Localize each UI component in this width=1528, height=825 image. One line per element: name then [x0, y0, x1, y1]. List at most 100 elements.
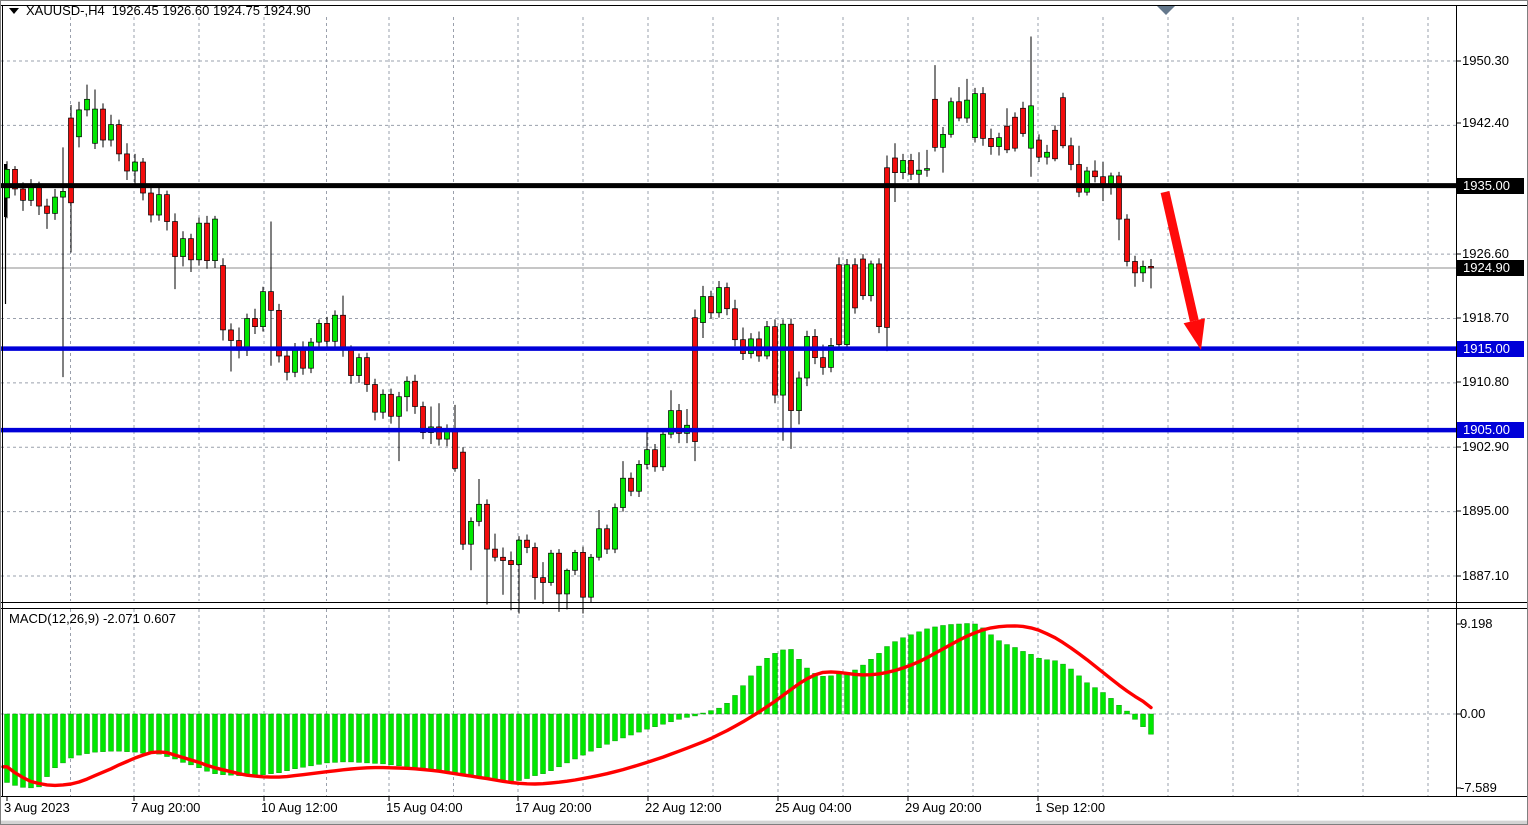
candle-bear [1116, 175, 1122, 220]
candle-bull [292, 347, 298, 373]
candle-bear [724, 287, 730, 310]
macd-histogram-bar [124, 713, 130, 752]
time-axis-label: 1 Sep 12:00 [1035, 800, 1106, 815]
price-tag-blue: 1915.00 [1457, 341, 1524, 357]
macd-histogram-bar [908, 634, 914, 715]
candle-bull [636, 464, 642, 492]
macd-histogram-bar [1092, 687, 1098, 715]
candle-bear [252, 318, 258, 327]
trend-arrow-head[interactable] [1183, 318, 1205, 350]
macd-histogram-bar [4, 713, 10, 783]
candle-bull [804, 336, 810, 379]
macd-main-value: -2.071 [102, 611, 140, 626]
macd-histogram-bar [612, 713, 618, 742]
macd-histogram-bar [956, 623, 962, 715]
candle-bull [1028, 105, 1034, 149]
candle-bear [284, 355, 290, 373]
macd-histogram-bar [508, 713, 514, 783]
candle-bear [932, 98, 938, 148]
macd-histogram-bar [404, 713, 410, 768]
macd-histogram-bar [188, 713, 194, 766]
candle-bull [572, 552, 578, 571]
candle-bull [356, 357, 362, 376]
candle-bear [892, 157, 898, 173]
candle-bull [996, 137, 1002, 147]
price-axis-label: 1895.00 [1462, 503, 1509, 518]
macd-histogram-bar [644, 713, 650, 730]
candle-bear [676, 410, 682, 434]
candle-bear [220, 265, 226, 331]
time-axis-label: 29 Aug 20:00 [905, 800, 982, 815]
symbol-dropdown-icon[interactable] [9, 7, 19, 14]
macd-histogram-bar [500, 713, 506, 782]
candle-bull [404, 380, 410, 398]
price-axis-label: 1926.60 [1462, 246, 1509, 261]
macd-histogram-bar [684, 713, 690, 718]
macd-axis-label: 0.00 [1460, 706, 1486, 721]
macd-histogram-bar [364, 713, 370, 764]
candle-bear [556, 552, 562, 595]
macd-histogram-bar [324, 713, 330, 764]
candle-bull [620, 477, 626, 508]
macd-histogram-bar [604, 713, 610, 745]
candle-bear [348, 349, 354, 376]
candle-bull [916, 169, 922, 175]
candle-bear [1052, 129, 1058, 160]
candle-bear [20, 188, 26, 201]
macd-histogram-bar [692, 713, 698, 717]
candle-bear [580, 552, 586, 598]
macd-histogram-bar [28, 713, 34, 789]
macd-histogram-bar [1052, 660, 1058, 715]
candle-bear [524, 539, 530, 548]
macd-histogram-bar [180, 713, 186, 763]
candle-bull [132, 161, 138, 172]
macd-histogram-bar [724, 703, 730, 715]
candle-bull [92, 108, 98, 144]
macd-histogram-bar [988, 634, 994, 715]
macd-histogram-bar [1036, 658, 1042, 715]
macd-histogram-bar [468, 713, 474, 778]
candle-bear [36, 186, 42, 207]
macd-histogram-bar [252, 713, 258, 776]
candle-bull [644, 449, 650, 465]
macd-histogram-bar [732, 695, 738, 715]
macd-histogram-bar [140, 713, 146, 754]
macd-histogram-bar [716, 707, 722, 715]
candle-bull [900, 160, 906, 173]
chart-shift-marker-icon[interactable] [1157, 6, 1175, 15]
macd-histogram-bar [588, 713, 594, 752]
macd-histogram-bar [580, 713, 586, 756]
price-tag-black: 1924.90 [1457, 260, 1524, 276]
horizontal-scrollbar[interactable] [1, 820, 1527, 824]
candle-bear [540, 577, 546, 583]
macd-histogram-bar [532, 713, 538, 776]
candle-bull [196, 222, 202, 261]
candle-bear [460, 451, 466, 545]
candle-bull [1084, 170, 1090, 193]
macd-histogram-bar [980, 627, 986, 715]
candle-bear [364, 357, 370, 385]
macd-histogram-bar [628, 713, 634, 736]
macd-histogram-bar [1028, 654, 1034, 715]
macd-histogram-bar [428, 713, 434, 771]
trend-arrow-shaft[interactable] [1160, 191, 1199, 322]
price-tag-blue: 1905.00 [1457, 422, 1524, 438]
macd-name: MACD(12,26,9) [9, 611, 100, 626]
macd-histogram-bar [868, 659, 874, 715]
candle-bear [908, 160, 914, 175]
macd-histogram-bar [764, 658, 770, 715]
time-axis-label: 25 Aug 04:00 [775, 800, 852, 815]
candle-bull [596, 528, 602, 558]
candle-bear [276, 310, 282, 357]
price-axis-label: 1902.90 [1462, 439, 1509, 454]
candle-bull [28, 186, 34, 201]
candle-bull [796, 377, 802, 411]
candle-bull [316, 323, 322, 343]
macd-histogram-bar [228, 713, 234, 776]
chart-symbol-period: XAUUSD-,H4 [26, 3, 105, 18]
candle-bull [764, 326, 770, 357]
macd-histogram-bar [756, 665, 762, 715]
candle-bear [452, 428, 458, 469]
